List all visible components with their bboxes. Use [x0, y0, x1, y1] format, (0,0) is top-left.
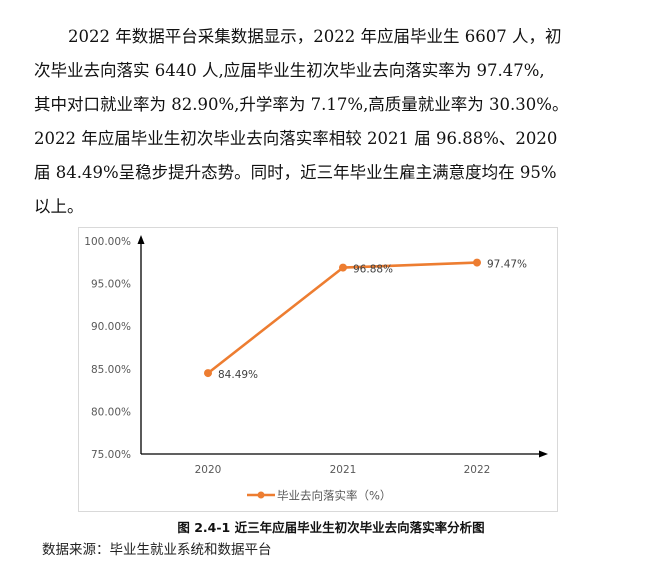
- body-paragraph: 2022 年数据平台采集数据显示，2022 年应届毕业生 6607 人，初 次毕…: [34, 20, 644, 224]
- x-tick-label: 2020: [195, 464, 222, 476]
- y-tick-label: 95.00%: [91, 279, 131, 291]
- legend-label: 毕业去向落实率（%）: [277, 489, 391, 503]
- x-tick-label: 2021: [330, 464, 357, 476]
- series-line: [207, 261, 478, 375]
- figure-caption: 图 2.4-1 近三年应届毕业生初次毕业去向落实率分析图: [177, 520, 485, 535]
- legend: 毕业去向落实率（%）: [247, 489, 391, 503]
- paragraph-line: 2022 年数据平台采集数据显示，2022 年应届毕业生 6607 人，初: [68, 27, 562, 46]
- data-point-marker: [204, 369, 212, 378]
- y-tick-label: 100.00%: [84, 236, 131, 248]
- data-label: 97.47%: [487, 259, 527, 271]
- x-tick-label: 2022: [464, 464, 491, 476]
- legend-marker-icon: [257, 491, 265, 499]
- paragraph-line: 2022 年应届毕业生初次毕业去向落实率相较 2021 届 96.88%、202…: [34, 129, 558, 148]
- y-tick-label: 90.00%: [91, 321, 131, 333]
- chart-frame: 100.00% 95.00% 90.00% 85.00% 80.00% 75.00% 20…: [78, 227, 558, 512]
- data-point-marker: [339, 263, 347, 272]
- data-points: [204, 258, 481, 378]
- y-axis-arrow-icon: [137, 235, 145, 244]
- paragraph-line: 届 84.49%呈稳步提升态势。同时，近三年毕业生雇主满意度均在 95%: [34, 163, 557, 182]
- paragraph-line: 其中对口就业率为 82.90%,升学率为 7.17%,高质量就业率为 30.30…: [34, 95, 569, 114]
- x-axis-arrow-icon: [539, 450, 548, 458]
- y-tick-label: 85.00%: [91, 364, 131, 376]
- y-tick-label: 80.00%: [91, 406, 131, 418]
- x-axis-ticks: 2020 2021 2022: [195, 464, 491, 476]
- paragraph-line: 次毕业去向落实 6440 人,应届毕业生初次毕业去向落实率为 97.47%,: [34, 61, 545, 80]
- data-labels: 84.49% 96.88% 97.47%: [218, 259, 527, 382]
- y-tick-label: 75.00%: [91, 449, 131, 461]
- data-label: 96.88%: [353, 264, 393, 276]
- data-source: 数据来源：毕业生就业系统和数据平台: [42, 542, 272, 558]
- line-chart: 100.00% 95.00% 90.00% 85.00% 80.00% 75.00% 20…: [84, 235, 548, 503]
- paragraph-line: 以上。: [34, 197, 84, 216]
- data-label: 84.49%: [218, 369, 258, 381]
- data-point-marker: [473, 258, 481, 267]
- y-axis-ticks: 100.00% 95.00% 90.00% 85.00% 80.00% 75.00%: [84, 236, 131, 461]
